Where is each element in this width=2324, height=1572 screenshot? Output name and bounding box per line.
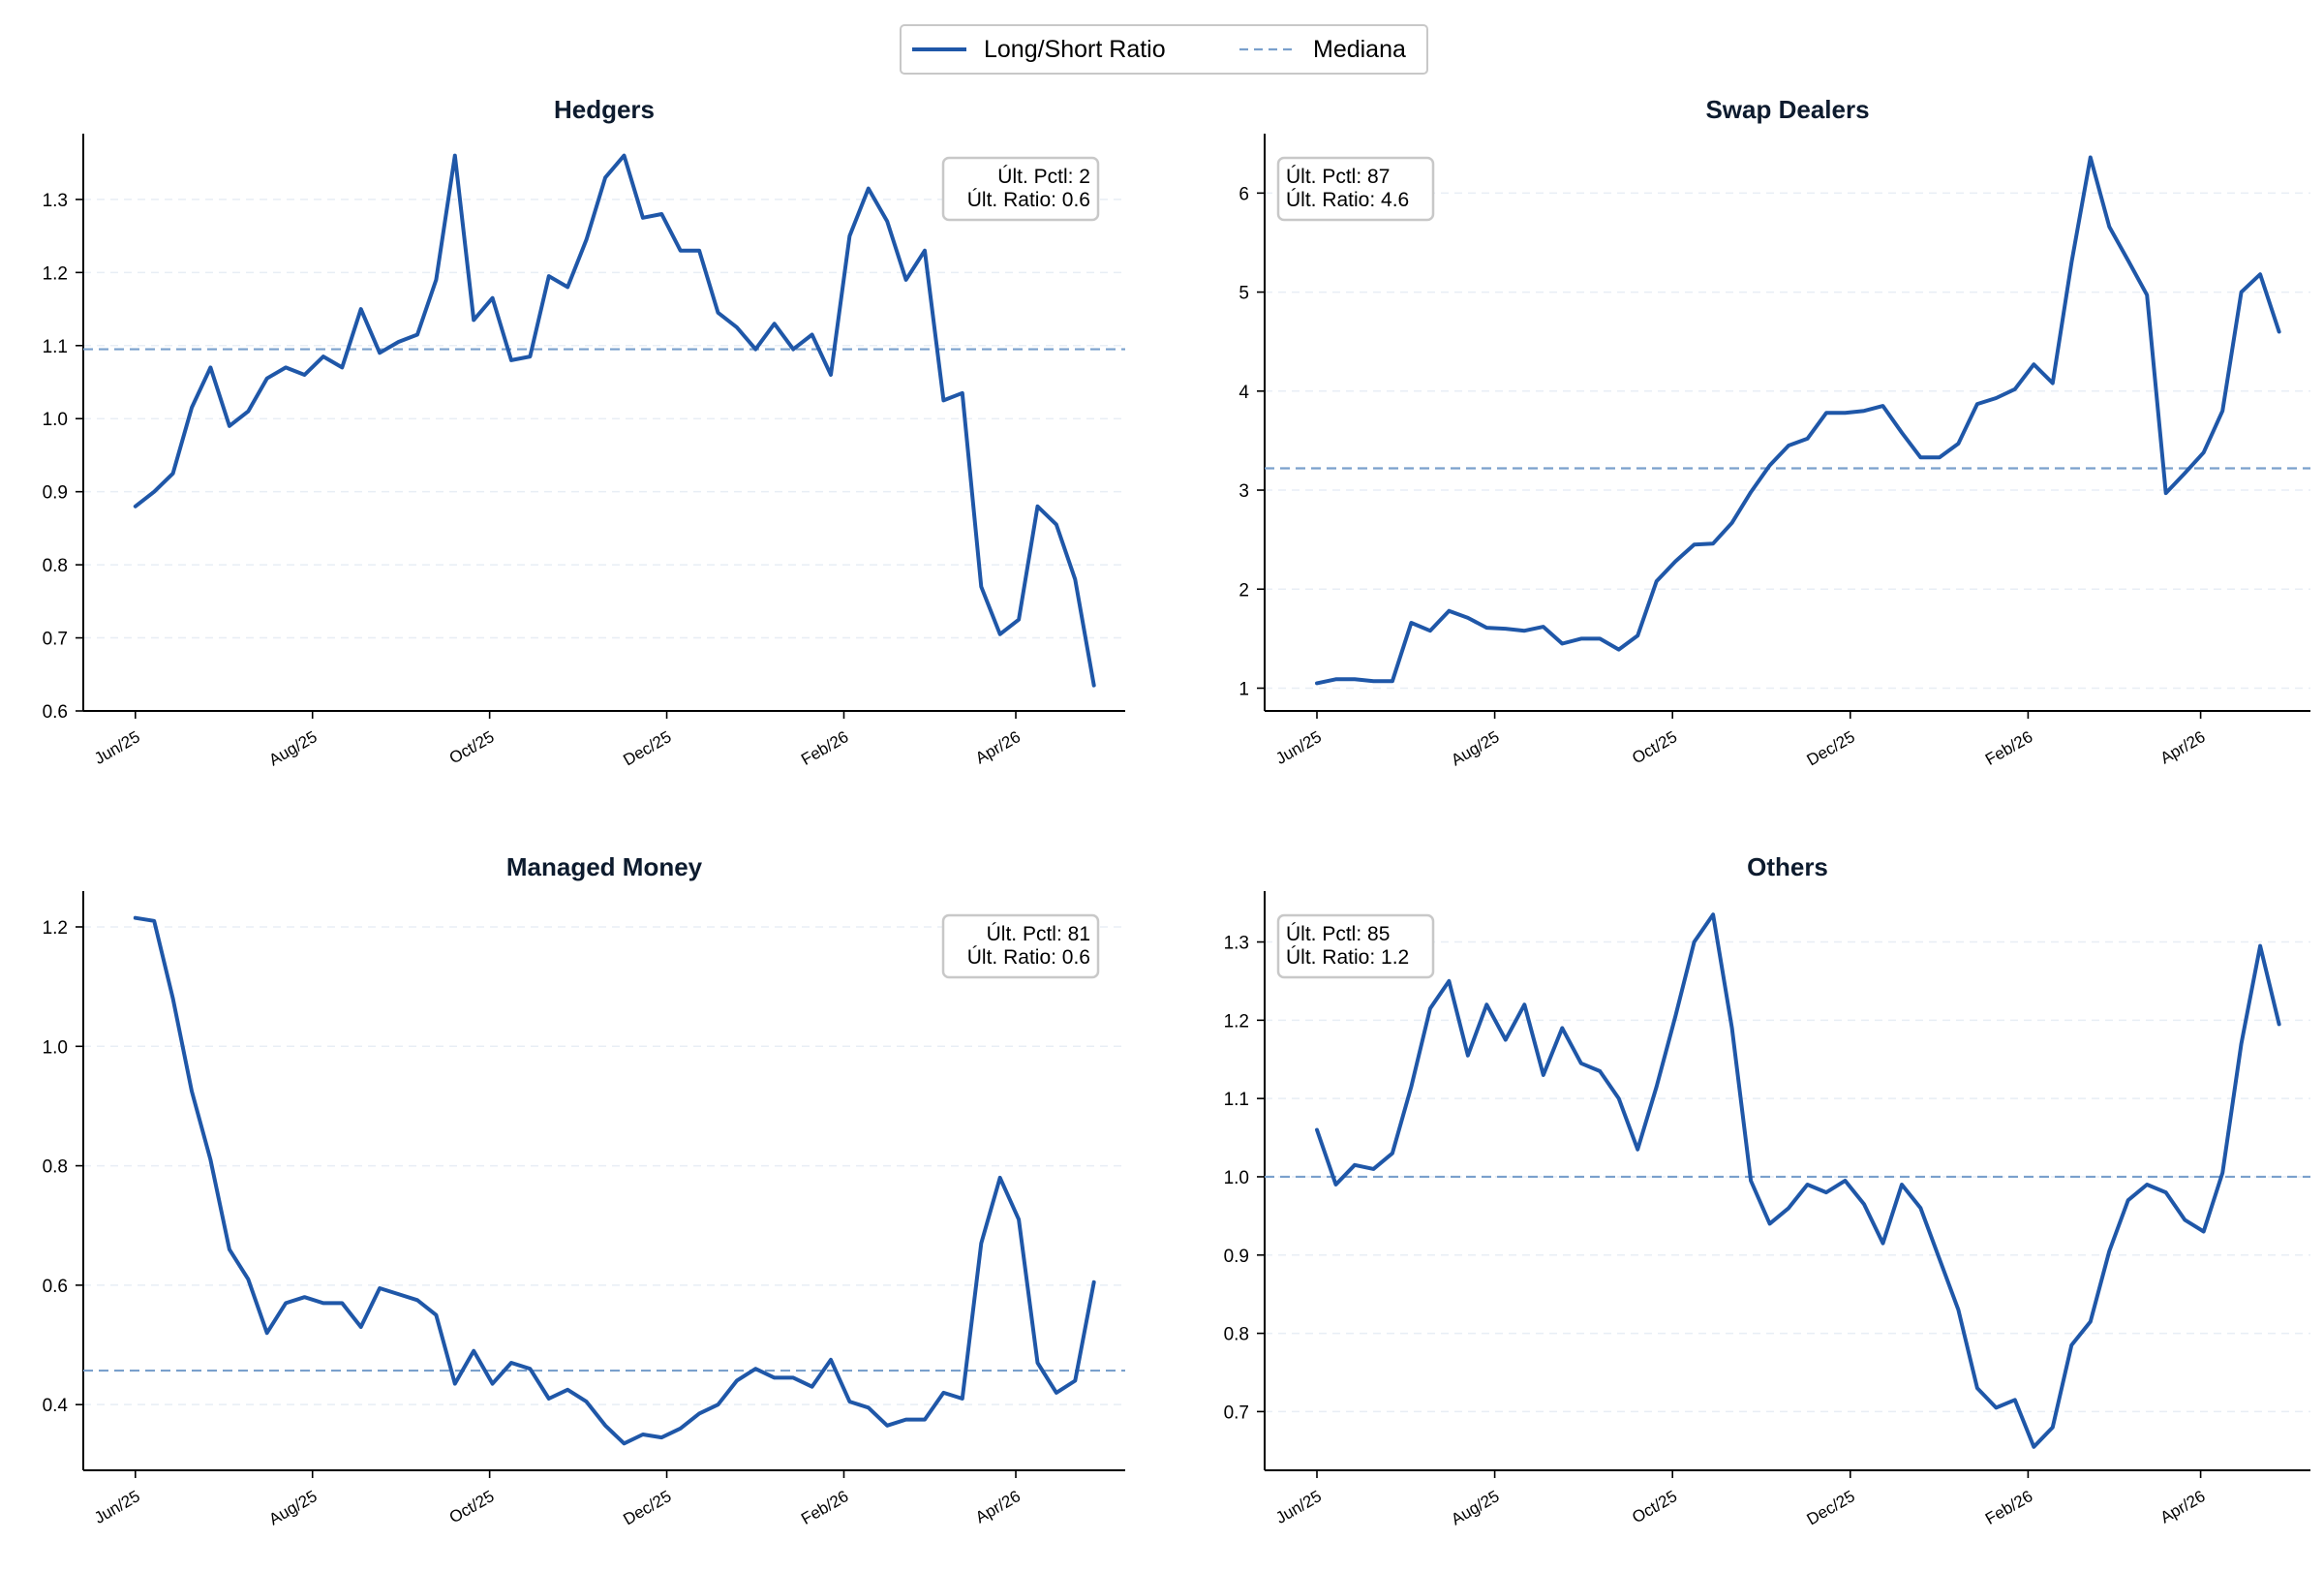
x-tick-label: Oct/25	[446, 1487, 498, 1527]
legend: Long/Short Ratio Mediana	[900, 24, 1428, 75]
stats-line: Últ. Pctl: 85	[1286, 923, 1390, 945]
x-tick-label: Jun/25	[91, 1487, 143, 1527]
stats-line: Últ. Pctl: 2	[997, 166, 1090, 188]
x-tick-label: Aug/25	[266, 727, 321, 769]
y-tick-label: 1.3	[1224, 934, 1249, 954]
series-line-long-short-ratio	[133, 153, 1096, 688]
series-line-long-short-ratio	[1315, 912, 2281, 1449]
y-tick-label: 0.7	[1224, 1402, 1249, 1423]
y-tick-label: 6	[1238, 184, 1249, 204]
x-tick-label: Dec/25	[620, 727, 674, 769]
y-tick-label: 1.2	[43, 918, 68, 939]
x-tick-label: Oct/25	[1629, 1487, 1680, 1527]
stats-box-frame	[941, 156, 1100, 222]
stats-box-frame	[941, 913, 1100, 979]
x-tick-label: Apr/26	[2157, 727, 2209, 768]
panel-swap-dealers: Swap Dealers 1 2 3 4 5 6 Jun/25 Aug/25 Oct/25 Dec/…	[1238, 95, 2310, 769]
x-tick-label: Feb/26	[798, 727, 851, 769]
y-tick-label: 2	[1238, 580, 1249, 601]
x-tick-label: Jun/25	[1272, 727, 1325, 768]
x-tick-label: Jun/25	[1272, 1487, 1325, 1527]
y-tick-label: 0.9	[1224, 1247, 1249, 1267]
panels: Hedgers 0.6 0.7 0.8 0.9 1.0 1.1 1.2 1.3 Jun/25 Aug…	[43, 95, 2310, 1528]
y-tick-label: 1.0	[43, 1037, 68, 1058]
panel-title: Swap Dealers	[1705, 95, 1869, 124]
x-tick-label: Feb/26	[1982, 1487, 2035, 1528]
panel-title: Managed Money	[506, 852, 703, 881]
y-tick-label: 1.0	[1224, 1168, 1249, 1188]
stats-line: Últ. Ratio: 1.2	[1286, 946, 1409, 969]
y-tick-label: 1.2	[43, 263, 68, 284]
panel-managed-money: Managed Money 0.4 0.6 0.8 1.0 1.2 Jun/25 Aug/25…	[43, 852, 1125, 1528]
stats-line: Últ. Ratio: 4.6	[1286, 189, 1409, 211]
stats-line: Últ. Ratio: 0.6	[967, 189, 1090, 211]
stats-box-frame	[1276, 156, 1435, 222]
x-tick-label: Oct/25	[1629, 727, 1680, 768]
y-tick-label: 0.8	[1224, 1325, 1249, 1345]
x-tick-label: Dec/25	[1804, 727, 1858, 769]
panel-others: Others 0.7 0.8 0.9 1.0 1.1 1.2 1.3 Jun/25 Aug/25 O…	[1224, 852, 2310, 1528]
panel-title: Hedgers	[554, 95, 655, 124]
stats-line: Últ. Ratio: 0.6	[967, 946, 1090, 969]
y-tick-label: 0.7	[43, 630, 68, 650]
x-tick-label: Oct/25	[446, 727, 498, 768]
legend-ratio-label: Long/Short Ratio	[984, 36, 1166, 63]
legend-median-label: Mediana	[1313, 36, 1406, 63]
x-tick-label: Feb/26	[798, 1487, 851, 1528]
y-tick-label: 5	[1238, 284, 1249, 304]
y-tick-label: 4	[1238, 383, 1249, 403]
y-tick-label: 0.6	[43, 702, 68, 723]
y-tick-label: 0.8	[43, 1157, 68, 1178]
y-tick-label: 1	[1238, 679, 1249, 699]
stats-box-frame	[1276, 913, 1435, 979]
legend-frame	[900, 24, 1428, 75]
x-tick-label: Aug/25	[1448, 727, 1502, 769]
y-tick-label: 3	[1238, 481, 1249, 502]
y-tick-label: 1.1	[1224, 1090, 1249, 1110]
stats-line: Últ. Pctl: 87	[1286, 166, 1390, 188]
y-tick-label: 0.9	[43, 483, 68, 504]
x-tick-label: Aug/25	[1448, 1487, 1502, 1528]
stats-line: Últ. Pctl: 81	[987, 923, 1090, 945]
x-tick-label: Aug/25	[266, 1487, 321, 1528]
panel-hedgers: Hedgers 0.6 0.7 0.8 0.9 1.0 1.1 1.2 1.3 Jun/25 Aug…	[43, 95, 1125, 769]
y-tick-label: 0.8	[43, 556, 68, 576]
y-tick-label: 0.6	[43, 1277, 68, 1297]
series-line-long-short-ratio	[133, 915, 1096, 1446]
y-tick-label: 1.1	[43, 337, 68, 357]
y-tick-label: 1.3	[43, 191, 68, 211]
y-tick-label: 1.2	[1224, 1011, 1249, 1032]
x-tick-label: Feb/26	[1982, 727, 2035, 769]
x-tick-label: Dec/25	[1804, 1487, 1858, 1528]
x-tick-label: Jun/25	[91, 727, 143, 768]
series-line-long-short-ratio	[1315, 155, 2281, 686]
x-tick-label: Dec/25	[620, 1487, 674, 1528]
x-tick-label: Apr/26	[972, 727, 1024, 768]
y-tick-label: 0.4	[43, 1396, 69, 1416]
x-tick-label: Apr/26	[972, 1487, 1024, 1527]
panel-title: Others	[1747, 852, 1828, 881]
y-tick-label: 1.0	[43, 410, 68, 430]
x-tick-label: Apr/26	[2157, 1487, 2209, 1527]
